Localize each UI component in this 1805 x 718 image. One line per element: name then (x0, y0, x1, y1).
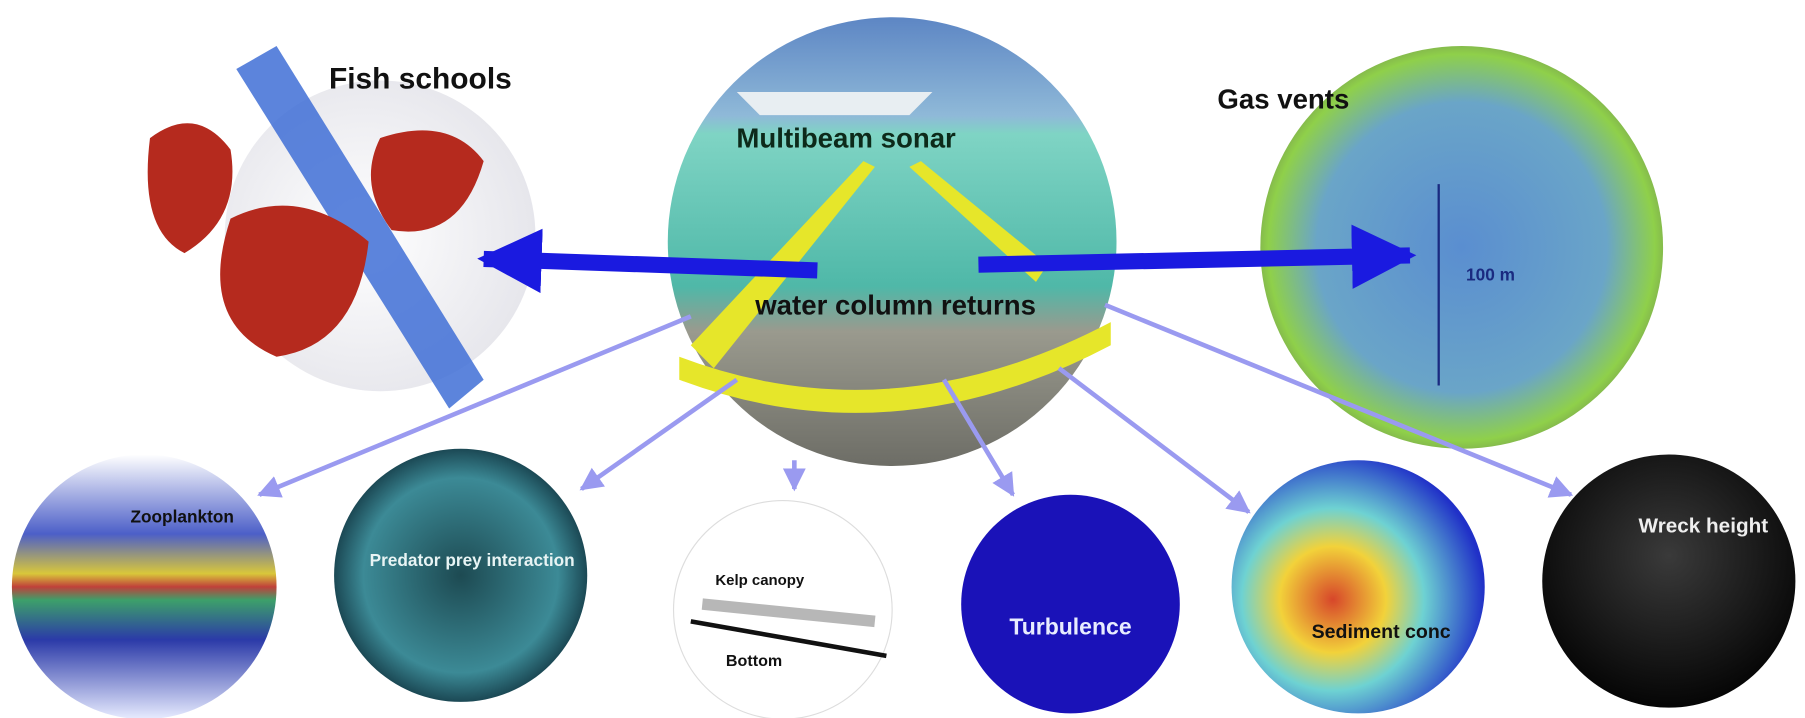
annotation: 100 m (1466, 265, 1515, 285)
kelp-circle (674, 501, 893, 718)
node-sublabel: Bottom (726, 652, 782, 670)
node-label: Gas vents (1217, 84, 1349, 115)
zooplankton-circle (12, 455, 277, 718)
node-label: Fish schools (329, 62, 512, 95)
center-subtitle: water column returns (754, 290, 1036, 321)
node-label: Wreck height (1639, 514, 1769, 537)
sediment-circle (1232, 460, 1485, 713)
center-circle (668, 17, 1117, 466)
arrow (484, 259, 818, 271)
node-label: Turbulence (1009, 613, 1131, 639)
predator-circle (334, 449, 587, 702)
fish-circle (148, 46, 536, 408)
node-label: Zooplankton (130, 506, 233, 526)
center-title: Multibeam sonar (736, 123, 956, 154)
node-label: Kelp canopy (715, 572, 805, 589)
node-label: Sediment conc (1312, 621, 1451, 643)
node-label: Predator prey interaction (370, 550, 575, 570)
diagram: Fish schools Multibeam sonar water colum… (0, 0, 1805, 718)
turbulence-circle (961, 495, 1180, 714)
wreck-circle (1542, 455, 1795, 708)
arrow (978, 255, 1409, 264)
